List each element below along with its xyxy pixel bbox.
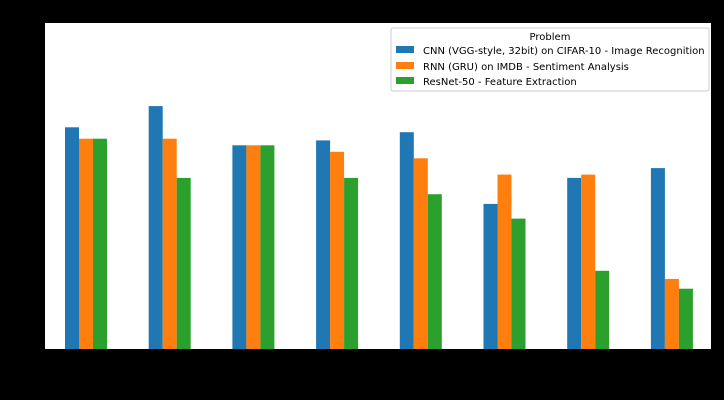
- bar-series-2-category-4: [427, 194, 442, 349]
- bar-series-0-category-5: [483, 203, 498, 349]
- bar-series-0-category-7: [650, 168, 665, 349]
- bar-series-1-category-7: [664, 278, 679, 349]
- bar-series-1-category-0: [79, 138, 93, 349]
- bar-series-2-category-3: [344, 177, 359, 349]
- bar-series-0-category-6: [567, 177, 582, 349]
- legend-title: Problem: [530, 32, 571, 43]
- bar-series-1-category-2: [246, 145, 261, 350]
- bar-series-0-category-2: [232, 145, 247, 350]
- bar-series-1-category-4: [413, 158, 428, 349]
- legend-swatch-cnn: [396, 46, 414, 53]
- legend-swatch-resnet: [396, 77, 414, 84]
- bar-series-0-category-1: [148, 106, 163, 349]
- bar-series-2-category-2: [260, 145, 275, 350]
- bar-series-1-category-3: [330, 151, 345, 349]
- bar-series-2-category-6: [595, 270, 610, 349]
- bar-series-2-category-7: [678, 288, 693, 349]
- legend-frame: [390, 27, 710, 92]
- bar-series-0-category-4: [399, 132, 414, 349]
- bar-series-2-category-0: [93, 138, 107, 349]
- bar-series-1-category-5: [497, 174, 512, 349]
- legend-label-cnn: CNN (VGG-style, 32bit) on CIFAR-10 - Ima…: [423, 46, 705, 57]
- bar-series-2-category-1: [176, 177, 191, 349]
- legend-label-resnet: ResNet-50 - Feature Extraction: [423, 77, 577, 88]
- bar-series-1-category-1: [162, 138, 177, 349]
- legend-swatch-rnn: [396, 62, 414, 69]
- legend-label-rnn: RNN (GRU) on IMDB - Sentiment Analysis: [423, 62, 629, 73]
- legend: Problem CNN (VGG-style, 32bit) on CIFAR-…: [390, 27, 710, 92]
- bars-group: [65, 106, 693, 350]
- bar-series-0-category-3: [316, 140, 331, 349]
- bar-series-0-category-0: [65, 127, 79, 349]
- bar-series-1-category-6: [581, 174, 596, 349]
- bar-series-2-category-5: [511, 218, 526, 349]
